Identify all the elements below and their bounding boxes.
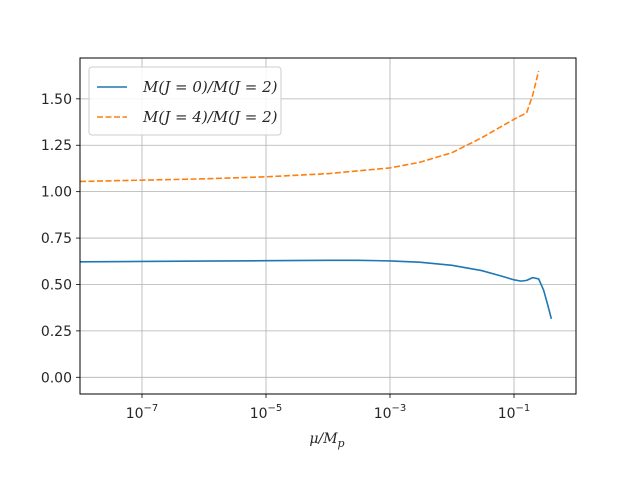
x-axis-label-main: μ/M	[309, 431, 338, 447]
y-tick-label: 0.00	[41, 370, 72, 386]
y-tick-label: 1.00	[41, 185, 72, 201]
y-tick-label: 0.50	[41, 277, 72, 293]
legend-box	[88, 66, 282, 136]
y-axis: 0.00 0.25 0.50 0.75 1.00 1.25 1.50	[41, 92, 80, 386]
y-tick-label: 1.25	[41, 138, 72, 154]
x-tick-label: 10−3	[374, 403, 407, 422]
y-tick-label: 0.75	[41, 231, 72, 247]
x-tick-label: 10−1	[498, 403, 531, 422]
series-line-1	[79, 70, 540, 183]
series-layer	[79, 70, 553, 320]
x-axis-label: μ/Mp	[309, 431, 344, 450]
x-axis: 10−7 10−5 10−3 10−1	[126, 394, 531, 422]
y-tick-label: 1.50	[41, 92, 72, 108]
legend: M(J = 0)/M(J = 2) M(J = 4)/M(J = 2)	[88, 66, 282, 136]
y-tick-label: 0.25	[41, 324, 72, 340]
plot-frame	[79, 57, 577, 395]
x-tick-label: 10−7	[126, 403, 159, 422]
x-axis-label-subscript: p	[338, 437, 345, 450]
legend-label-1: M(J = 4)/M(J = 2)	[142, 108, 278, 126]
series-line-0	[79, 259, 553, 320]
legend-label-0: M(J = 0)/M(J = 2)	[142, 78, 278, 96]
x-tick-label: 10−5	[250, 403, 283, 422]
